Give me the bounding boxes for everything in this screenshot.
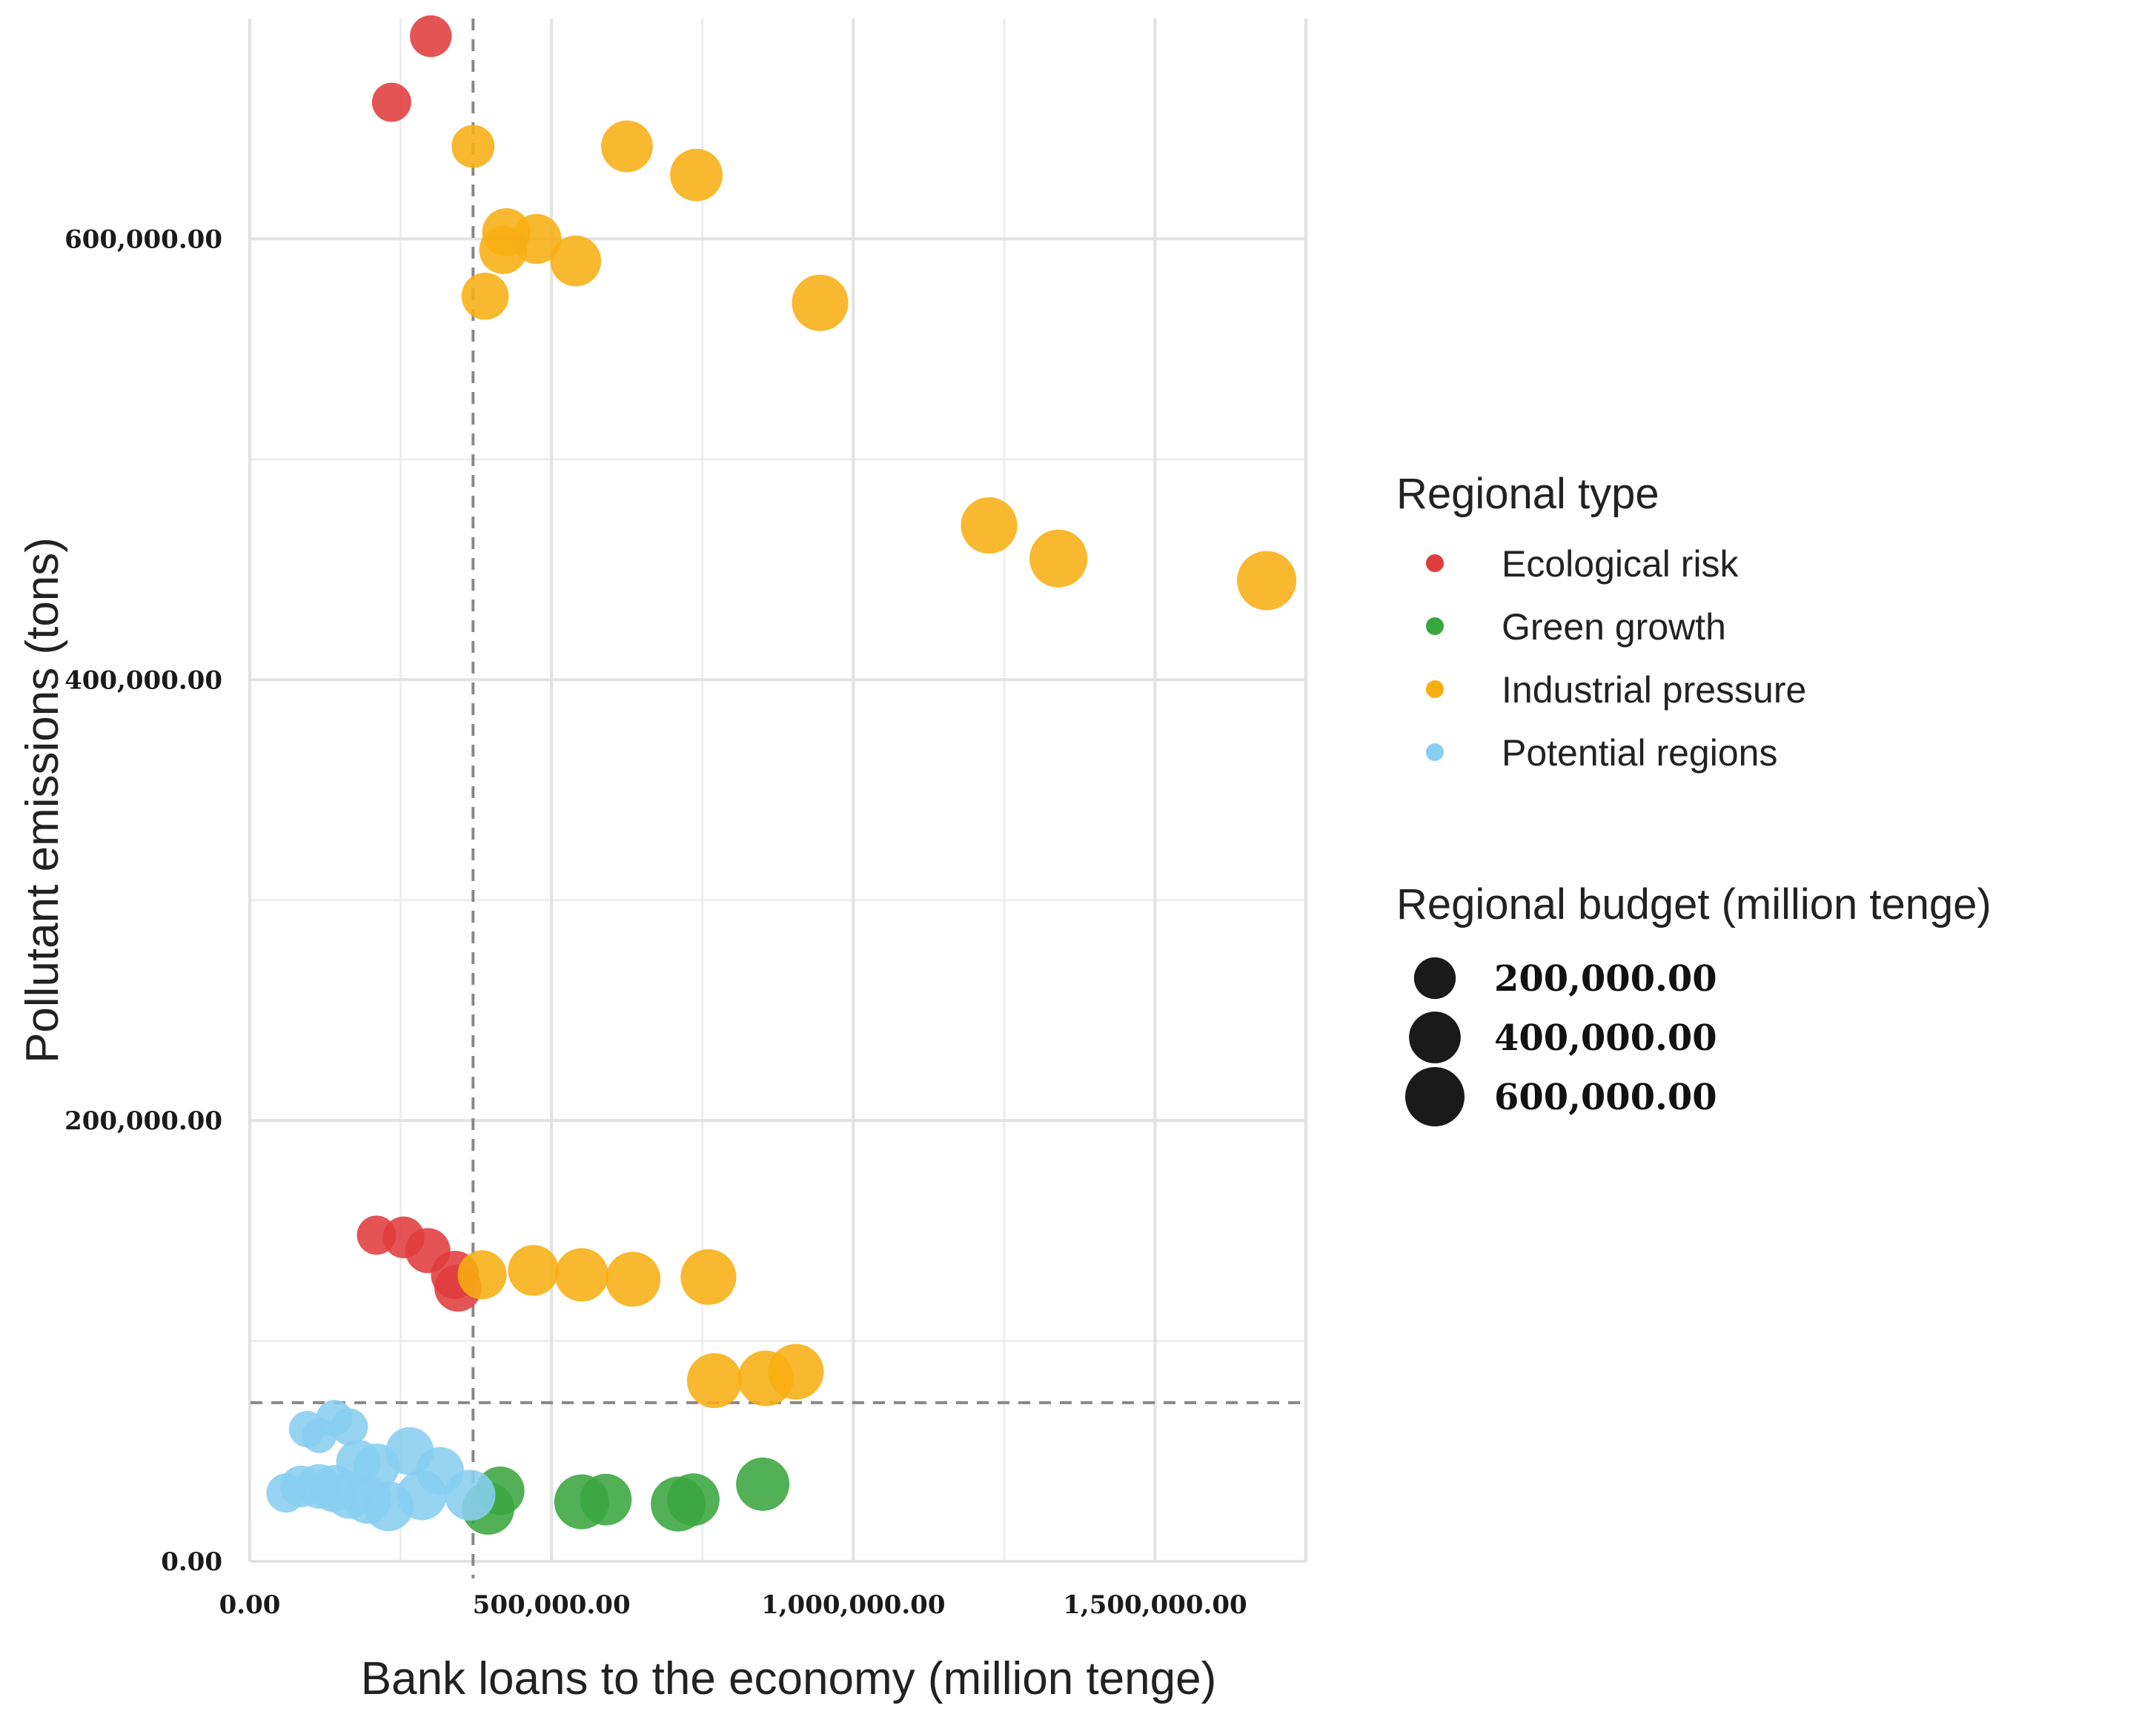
legend-label-ecological-risk: Ecological risk [1502,543,1739,585]
x-tick-label: 1,000,000.00 [761,1590,945,1620]
legend-size-key [1405,1067,1465,1126]
point-industrial-pressure [1029,529,1088,588]
point-industrial-pressure [554,1248,608,1302]
legend-size-label: 400,000.00 [1494,1017,1717,1059]
point-potential-regions [444,1469,496,1521]
legend-color-items: Ecological risk Green growth Industrial pr… [1426,543,1806,774]
point-industrial-pressure [601,120,653,173]
legend-size-title: Regional budget (million tenge) [1396,880,1991,929]
y-tick-label: 0.00 [161,1547,222,1577]
legend-key-ecological-risk [1426,554,1444,572]
point-ecological-risk [371,82,411,122]
x-axis-title: Bank loans to the economy (million tenge… [361,1653,1217,1704]
grid [248,19,1307,1563]
point-industrial-pressure [461,272,509,320]
legend: Regional type Ecological risk Green growt… [1396,470,1991,1126]
reference-lines [251,19,1306,1578]
point-industrial-pressure [686,1353,743,1409]
point-potential-regions [331,1408,368,1446]
x-tick-label: 1,500,000.00 [1063,1590,1247,1620]
point-industrial-pressure [457,1250,507,1300]
point-industrial-pressure [768,1343,824,1400]
point-industrial-pressure [670,148,723,202]
point-industrial-pressure [511,213,562,265]
y-tick-label: 200,000.00 [64,1106,222,1136]
legend-label-industrial-pressure: Industrial pressure [1502,669,1806,711]
legend-size-items: 200,000.00 400,000.00 600,000.00 [1405,957,1717,1126]
legend-size-key [1413,957,1456,1000]
point-industrial-pressure [451,124,495,168]
point-industrial-pressure [508,1245,559,1296]
point-industrial-pressure [606,1252,661,1307]
legend-key-green-growth [1426,617,1444,635]
point-green-growth [736,1457,790,1511]
data-points [266,15,1297,1535]
point-industrial-pressure [961,497,1018,554]
legend-key-industrial-pressure [1426,680,1444,698]
legend-label-green-growth: Green growth [1502,606,1726,648]
legend-size-key [1409,1012,1461,1063]
point-industrial-pressure [680,1249,737,1305]
legend-size-label: 600,000.00 [1494,1077,1717,1118]
point-ecological-risk [410,15,452,57]
legend-key-potential-regions [1426,743,1444,761]
legend-label-potential-regions: Potential regions [1502,732,1777,774]
point-industrial-pressure [1237,551,1297,611]
legend-color-title: Regional type [1396,470,1659,518]
y-axis-ticks: 0.00 200,000.00 400,000.00 600,000.00 [64,225,222,1577]
y-tick-label: 400,000.00 [64,665,222,695]
point-green-growth [580,1473,632,1526]
y-tick-label: 600,000.00 [64,225,222,254]
x-axis-ticks: 0.00 500,000.00 1,000,000.00 1,500,000.00 [219,1590,1247,1620]
y-axis-title: Pollutant emissions (tons) [17,537,68,1063]
x-tick-label: 0.00 [219,1590,281,1620]
x-tick-label: 500,000.00 [473,1590,631,1620]
point-potential-regions [397,1470,447,1521]
point-industrial-pressure [792,274,849,331]
point-industrial-pressure [550,235,601,287]
point-green-growth [667,1473,720,1527]
legend-size-label: 200,000.00 [1494,958,1717,1000]
